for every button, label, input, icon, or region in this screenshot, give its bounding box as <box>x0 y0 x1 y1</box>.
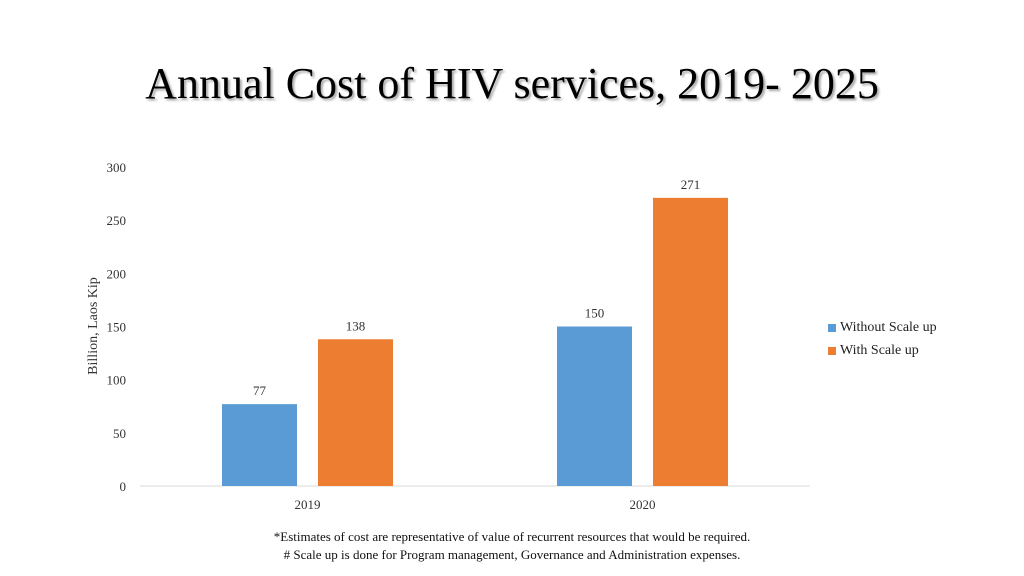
data-label-without-scale-up-2019: 77 <box>253 383 267 398</box>
data-label-without-scale-up-2020: 150 <box>585 306 605 321</box>
y-tick-label-100: 100 <box>107 373 127 388</box>
bar-with-scale-up-2019 <box>318 339 393 486</box>
footnote-estimates: *Estimates of cost are representative of… <box>273 529 751 544</box>
bar-without-scale-up-2020 <box>557 326 632 486</box>
legend-item-with-scale-up: With Scale up <box>828 339 937 362</box>
x-tick-label-2020: 2020 <box>630 497 656 512</box>
y-tick-label-200: 200 <box>107 266 127 281</box>
legend-swatch-without-scale-up <box>828 323 836 332</box>
data-label-with-scale-up-2020: 271 <box>681 177 701 192</box>
legend-label-with-scale-up: With Scale up <box>840 343 919 358</box>
y-tick-label-50: 50 <box>113 426 126 441</box>
bar-with-scale-up-2020 <box>653 197 728 486</box>
chart-legend: Without Scale up With Scale up <box>828 316 937 362</box>
x-tick-label-2019: 2019 <box>295 497 321 512</box>
y-tick-label-0: 0 <box>120 479 127 494</box>
footnote-scale-up: # Scale up is done for Program managemen… <box>283 547 741 562</box>
y-tick-label-250: 250 <box>107 213 127 228</box>
y-tick-label-300: 300 <box>107 160 127 175</box>
data-label-with-scale-up-2019: 138 <box>346 318 366 333</box>
footnotes: *Estimates of cost are representative of… <box>0 528 1024 564</box>
legend-swatch-with-scale-up <box>828 346 836 355</box>
y-axis-title: Billion, Laos Kip <box>86 277 101 375</box>
legend-item-without-scale-up: Without Scale up <box>828 316 937 339</box>
legend-label-without-scale-up: Without Scale up <box>840 320 937 335</box>
y-tick-label-150: 150 <box>107 320 127 335</box>
chart-title: Annual Cost of HIV services, 2019- 2025 <box>145 59 879 108</box>
bar-without-scale-up-2019 <box>222 404 297 486</box>
